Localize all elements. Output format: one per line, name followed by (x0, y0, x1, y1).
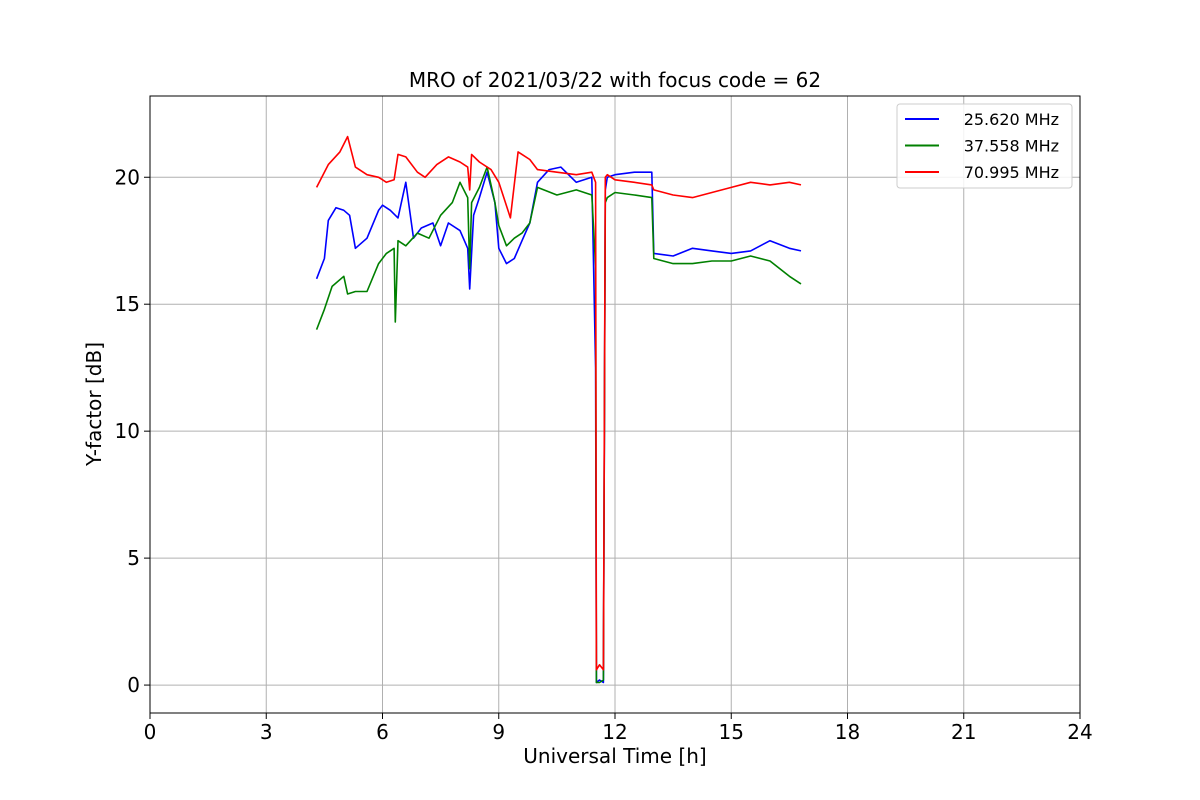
series-layer (315, 135, 802, 684)
x-tick-label: 12 (602, 720, 627, 744)
legend-box (896, 103, 1073, 189)
x-tick-label: 0 (144, 720, 157, 744)
legend-label-1: 25.620 MHz (964, 110, 1059, 129)
y-tick-label: 15 (115, 292, 140, 316)
grid (149, 96, 1081, 713)
y-tick-label: 0 (127, 673, 140, 697)
series-line-1 (315, 166, 802, 684)
y-axis-label: Y-factor [dB] (82, 342, 106, 467)
x-tick-label: 9 (492, 720, 505, 744)
x-tick-label: 18 (835, 720, 860, 744)
series-line-2 (315, 166, 802, 684)
x-axis-label: Universal Time [h] (523, 744, 706, 768)
series-line-3 (315, 135, 802, 671)
chart-title: MRO of 2021/03/22 with focus code = 62 (409, 68, 821, 92)
legend-label-3: 70.995 MHz (964, 163, 1059, 182)
x-tick-label: 6 (376, 720, 389, 744)
ticks: 0 3 6 9 12 15 18 21 24 0 5 10 15 20 (115, 165, 1093, 744)
x-tick-label: 21 (951, 720, 976, 744)
y-tick-label: 10 (115, 419, 140, 443)
y-tick-label: 20 (115, 165, 140, 189)
x-tick-label: 24 (1067, 720, 1092, 744)
x-tick-label: 15 (719, 720, 744, 744)
legend: 25.620 MHz 37.558 MHz 70.995 MHz (896, 103, 1073, 189)
y-tick-label: 5 (127, 546, 140, 570)
x-tick-label: 3 (260, 720, 273, 744)
legend-label-2: 37.558 MHz (964, 137, 1059, 156)
